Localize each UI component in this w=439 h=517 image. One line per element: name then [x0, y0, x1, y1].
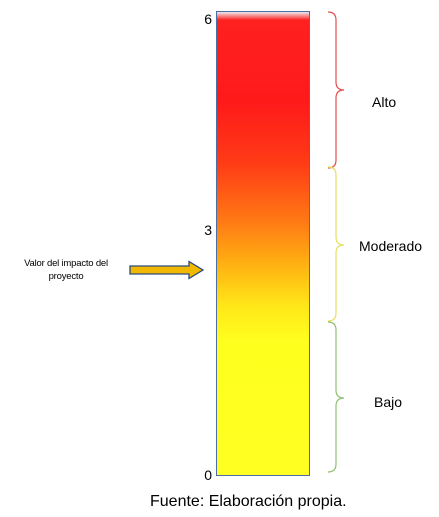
level-label-alto: Alto [372, 94, 397, 110]
tick-label-3: 3 [204, 222, 212, 238]
tick-label-6: 6 [204, 11, 212, 27]
level-label-bajo: Bajo [374, 394, 403, 410]
impact-value-label-line1: Valor del impacto del [24, 258, 108, 269]
bracket-moderado [327, 166, 345, 322]
bracket-bajo [327, 321, 345, 473]
impact-value-label: Valor del impacto del proyecto [6, 257, 126, 283]
level-label-moderado: Moderado [359, 238, 423, 254]
source-caption: Fuente: Elaboración propia. [150, 493, 347, 510]
bracket-alto [327, 11, 345, 169]
impact-scale-bar [216, 11, 310, 476]
impact-value-label-line2: proyecto [48, 271, 84, 282]
impact-arrow-icon [129, 260, 205, 280]
tick-label-0: 0 [204, 467, 212, 483]
